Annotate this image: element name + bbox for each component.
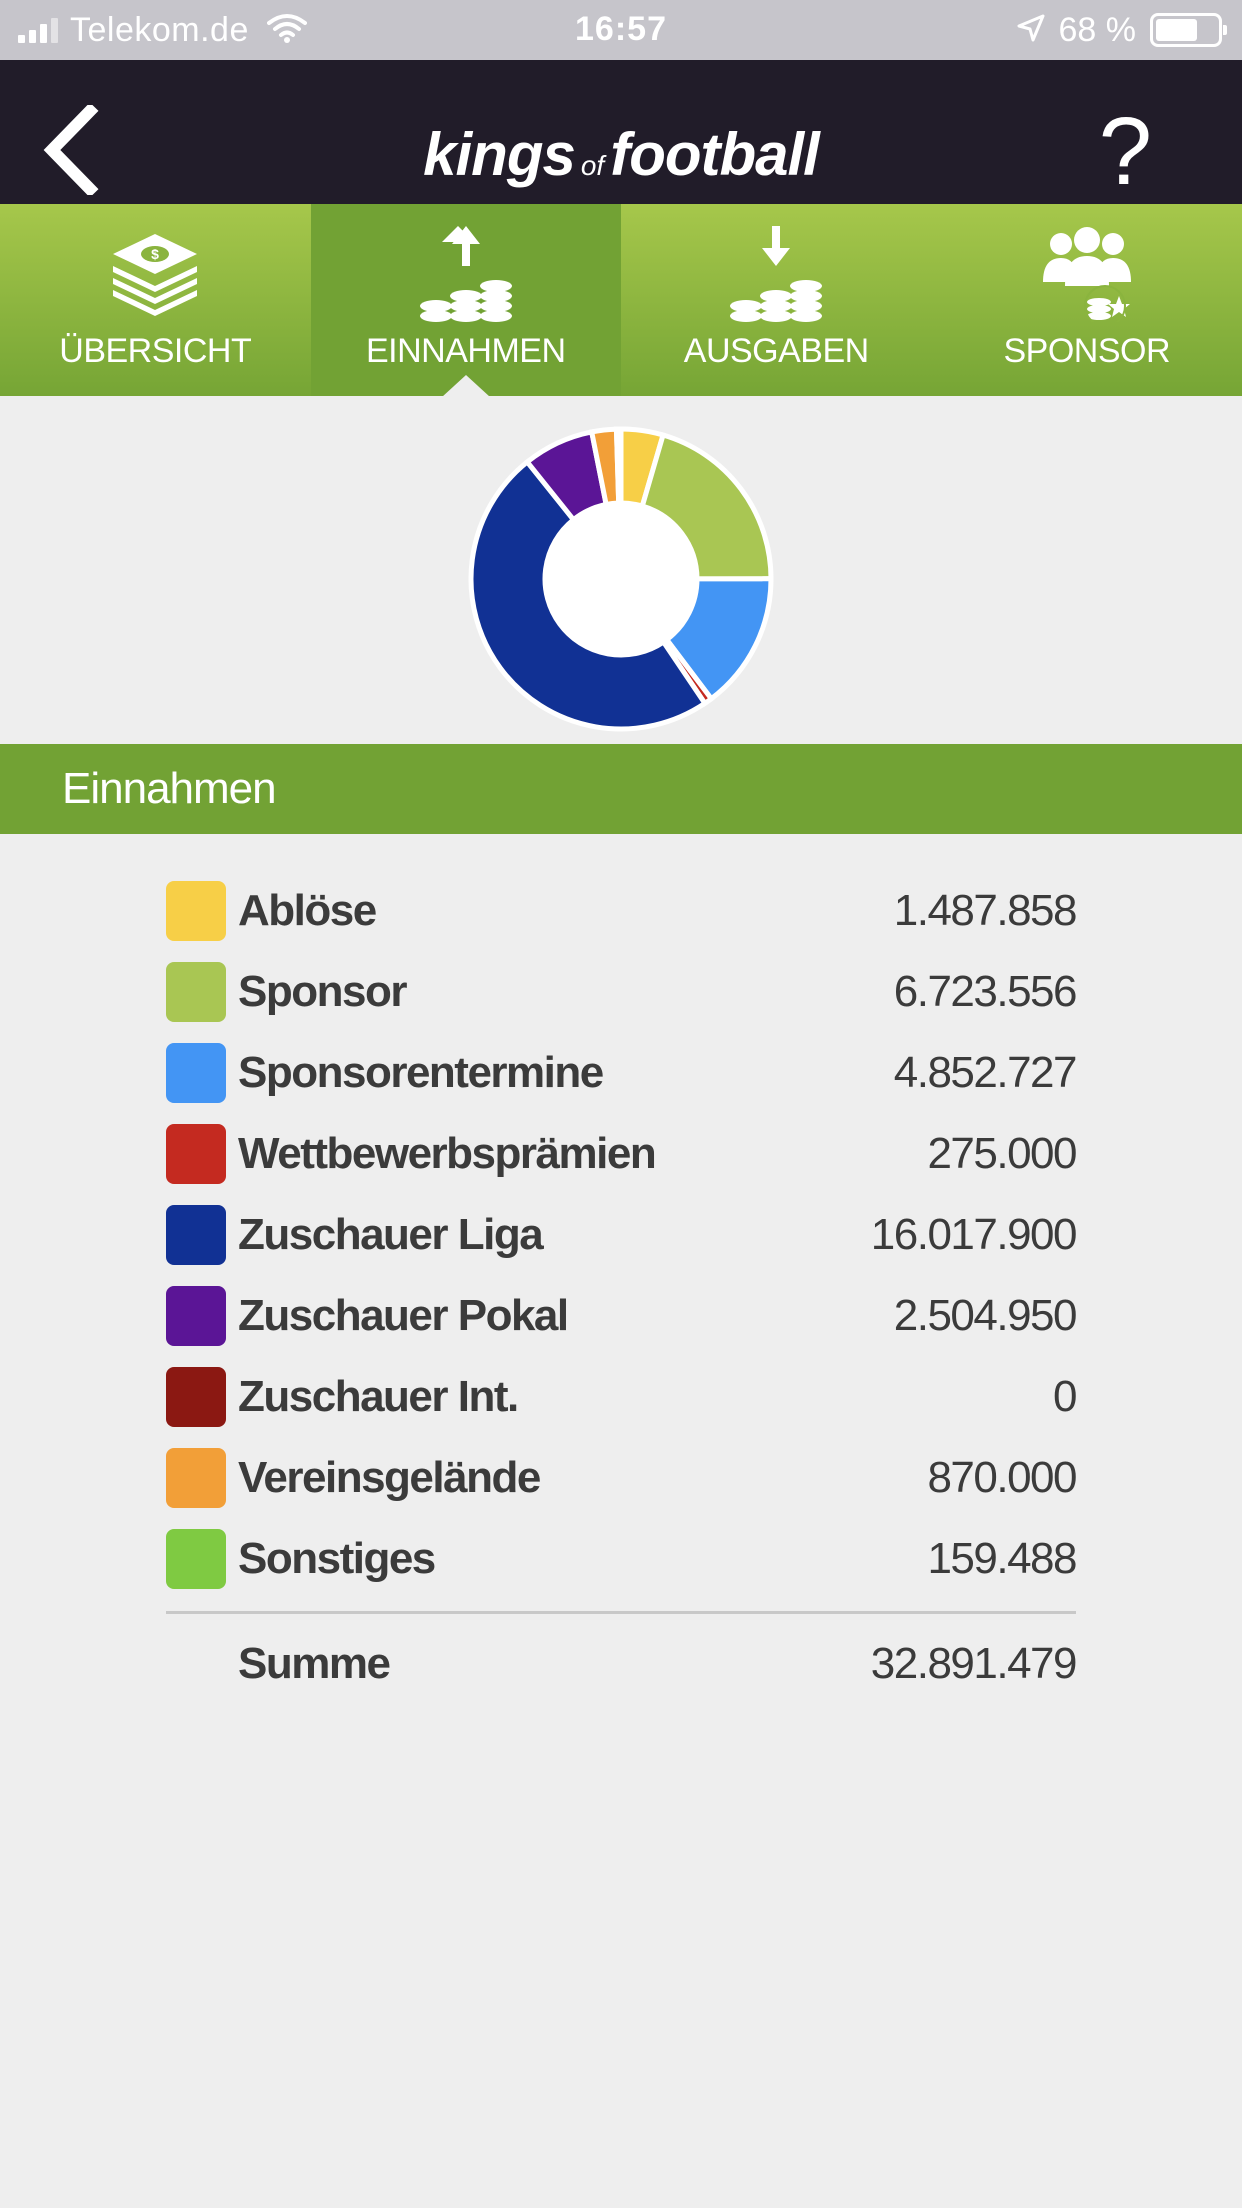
color-swatch	[166, 880, 226, 941]
svg-text:$: $	[151, 246, 159, 262]
income-row: Zuschauer Liga 16.017.900	[166, 1194, 1078, 1275]
carrier-name: Telekom.de	[70, 10, 249, 49]
income-value: 870.000	[927, 1452, 1077, 1502]
income-row: Zuschauer Pokal 2.504.950	[166, 1275, 1078, 1356]
tab-bar: $ ÜBERSICHT EINNAHMEN	[0, 204, 1242, 397]
sum-row: Summe 32.891.479	[166, 1614, 1078, 1714]
color-swatch	[166, 1447, 226, 1508]
logo-word-football: football	[610, 121, 820, 188]
help-button[interactable]: ?	[1098, 98, 1152, 205]
income-value: 16.017.900	[870, 1209, 1078, 1259]
coins-arrow-up-icon	[418, 226, 514, 322]
income-donut-chart	[468, 426, 774, 732]
coins-arrow-down-icon	[728, 226, 824, 322]
signal-icon	[18, 17, 58, 43]
active-tab-indicator	[441, 375, 490, 397]
donut-hole	[547, 505, 695, 653]
donut-slice-1	[639, 431, 774, 582]
income-row: Sonstiges 159.488	[166, 1518, 1077, 1599]
app-header: kings of football ?	[0, 60, 1242, 204]
sum-value: 32.891.479	[870, 1639, 1078, 1688]
chevron-left-icon	[43, 105, 99, 195]
location-arrow-icon	[1017, 14, 1045, 47]
income-value: 275.000	[927, 1128, 1077, 1178]
donut-slice-8	[613, 426, 624, 506]
color-swatch	[166, 1123, 226, 1184]
section-title: Einnahmen	[0, 744, 1242, 834]
tab-label: ÜBERSICHT	[59, 332, 252, 370]
income-label: Vereinsgelände	[238, 1452, 541, 1502]
logo-word-of: of	[580, 150, 605, 181]
battery-icon	[1150, 13, 1227, 47]
color-swatch	[166, 1528, 226, 1589]
battery-percentage: 68 %	[1058, 10, 1137, 49]
income-row: Zuschauer Int. 0	[166, 1356, 1077, 1437]
tab-label: EINNAHMEN	[365, 332, 566, 370]
tab-sponsor[interactable]: SPONSOR	[932, 204, 1242, 396]
income-value: 6.723.556	[893, 966, 1078, 1016]
income-label: Sonstiges	[238, 1533, 436, 1583]
income-list: Ablöse 1.487.858 Sponsor 6.723.556 Sponsoren…	[166, 870, 1078, 1714]
color-swatch	[166, 1366, 226, 1427]
income-label: Zuschauer Int.	[238, 1371, 519, 1421]
logo-word-kings: kings	[423, 121, 576, 188]
money-stack-icon: $	[107, 226, 203, 322]
tab-einnahmen[interactable]: EINNAHMEN	[310, 204, 621, 397]
income-value: 0	[1053, 1371, 1077, 1421]
back-button[interactable]	[30, 100, 110, 200]
sponsor-people-icon	[1039, 226, 1135, 322]
income-chart-area	[0, 396, 1242, 744]
wifi-icon	[266, 13, 307, 48]
income-label: Zuschauer Liga	[238, 1209, 544, 1259]
app-logo: kings of football	[0, 120, 1242, 189]
donut-slice-4	[468, 458, 709, 732]
income-row: Sponsor 6.723.556	[166, 951, 1078, 1032]
status-bar: Telekom.de 16:57 68 %	[0, 0, 1242, 60]
tab-uebersicht[interactable]: $ ÜBERSICHT	[0, 204, 311, 396]
status-right: 68 %	[1017, 10, 1227, 50]
status-left: Telekom.de	[18, 10, 307, 50]
income-label: Zuschauer Pokal	[238, 1290, 569, 1340]
tab-label: SPONSOR	[1003, 332, 1171, 370]
income-label: Wettbewerbsprämien	[238, 1128, 657, 1178]
sum-label: Summe	[238, 1639, 391, 1688]
tab-ausgaben[interactable]: AUSGABEN	[621, 204, 932, 396]
income-value: 1.487.858	[893, 885, 1078, 935]
income-row: Ablöse 1.487.858	[166, 870, 1078, 951]
income-label: Ablöse	[238, 885, 377, 935]
divider	[166, 1611, 1076, 1614]
income-row: Vereinsgelände 870.000	[166, 1437, 1077, 1518]
income-value: 2.504.950	[893, 1290, 1078, 1340]
clock: 16:57	[575, 10, 667, 48]
color-swatch	[166, 1285, 226, 1346]
income-value: 159.488	[927, 1533, 1077, 1583]
tab-label: AUSGABEN	[683, 332, 869, 370]
color-swatch	[166, 1042, 226, 1103]
income-row: Sponsorentermine 4.852.727	[166, 1032, 1078, 1113]
income-label: Sponsor	[238, 966, 407, 1016]
income-label: Sponsorentermine	[238, 1047, 604, 1097]
income-value: 4.852.727	[893, 1047, 1078, 1097]
color-swatch	[166, 1204, 226, 1265]
color-swatch	[166, 961, 226, 1022]
income-row: Wettbewerbsprämien 275.000	[166, 1113, 1077, 1194]
